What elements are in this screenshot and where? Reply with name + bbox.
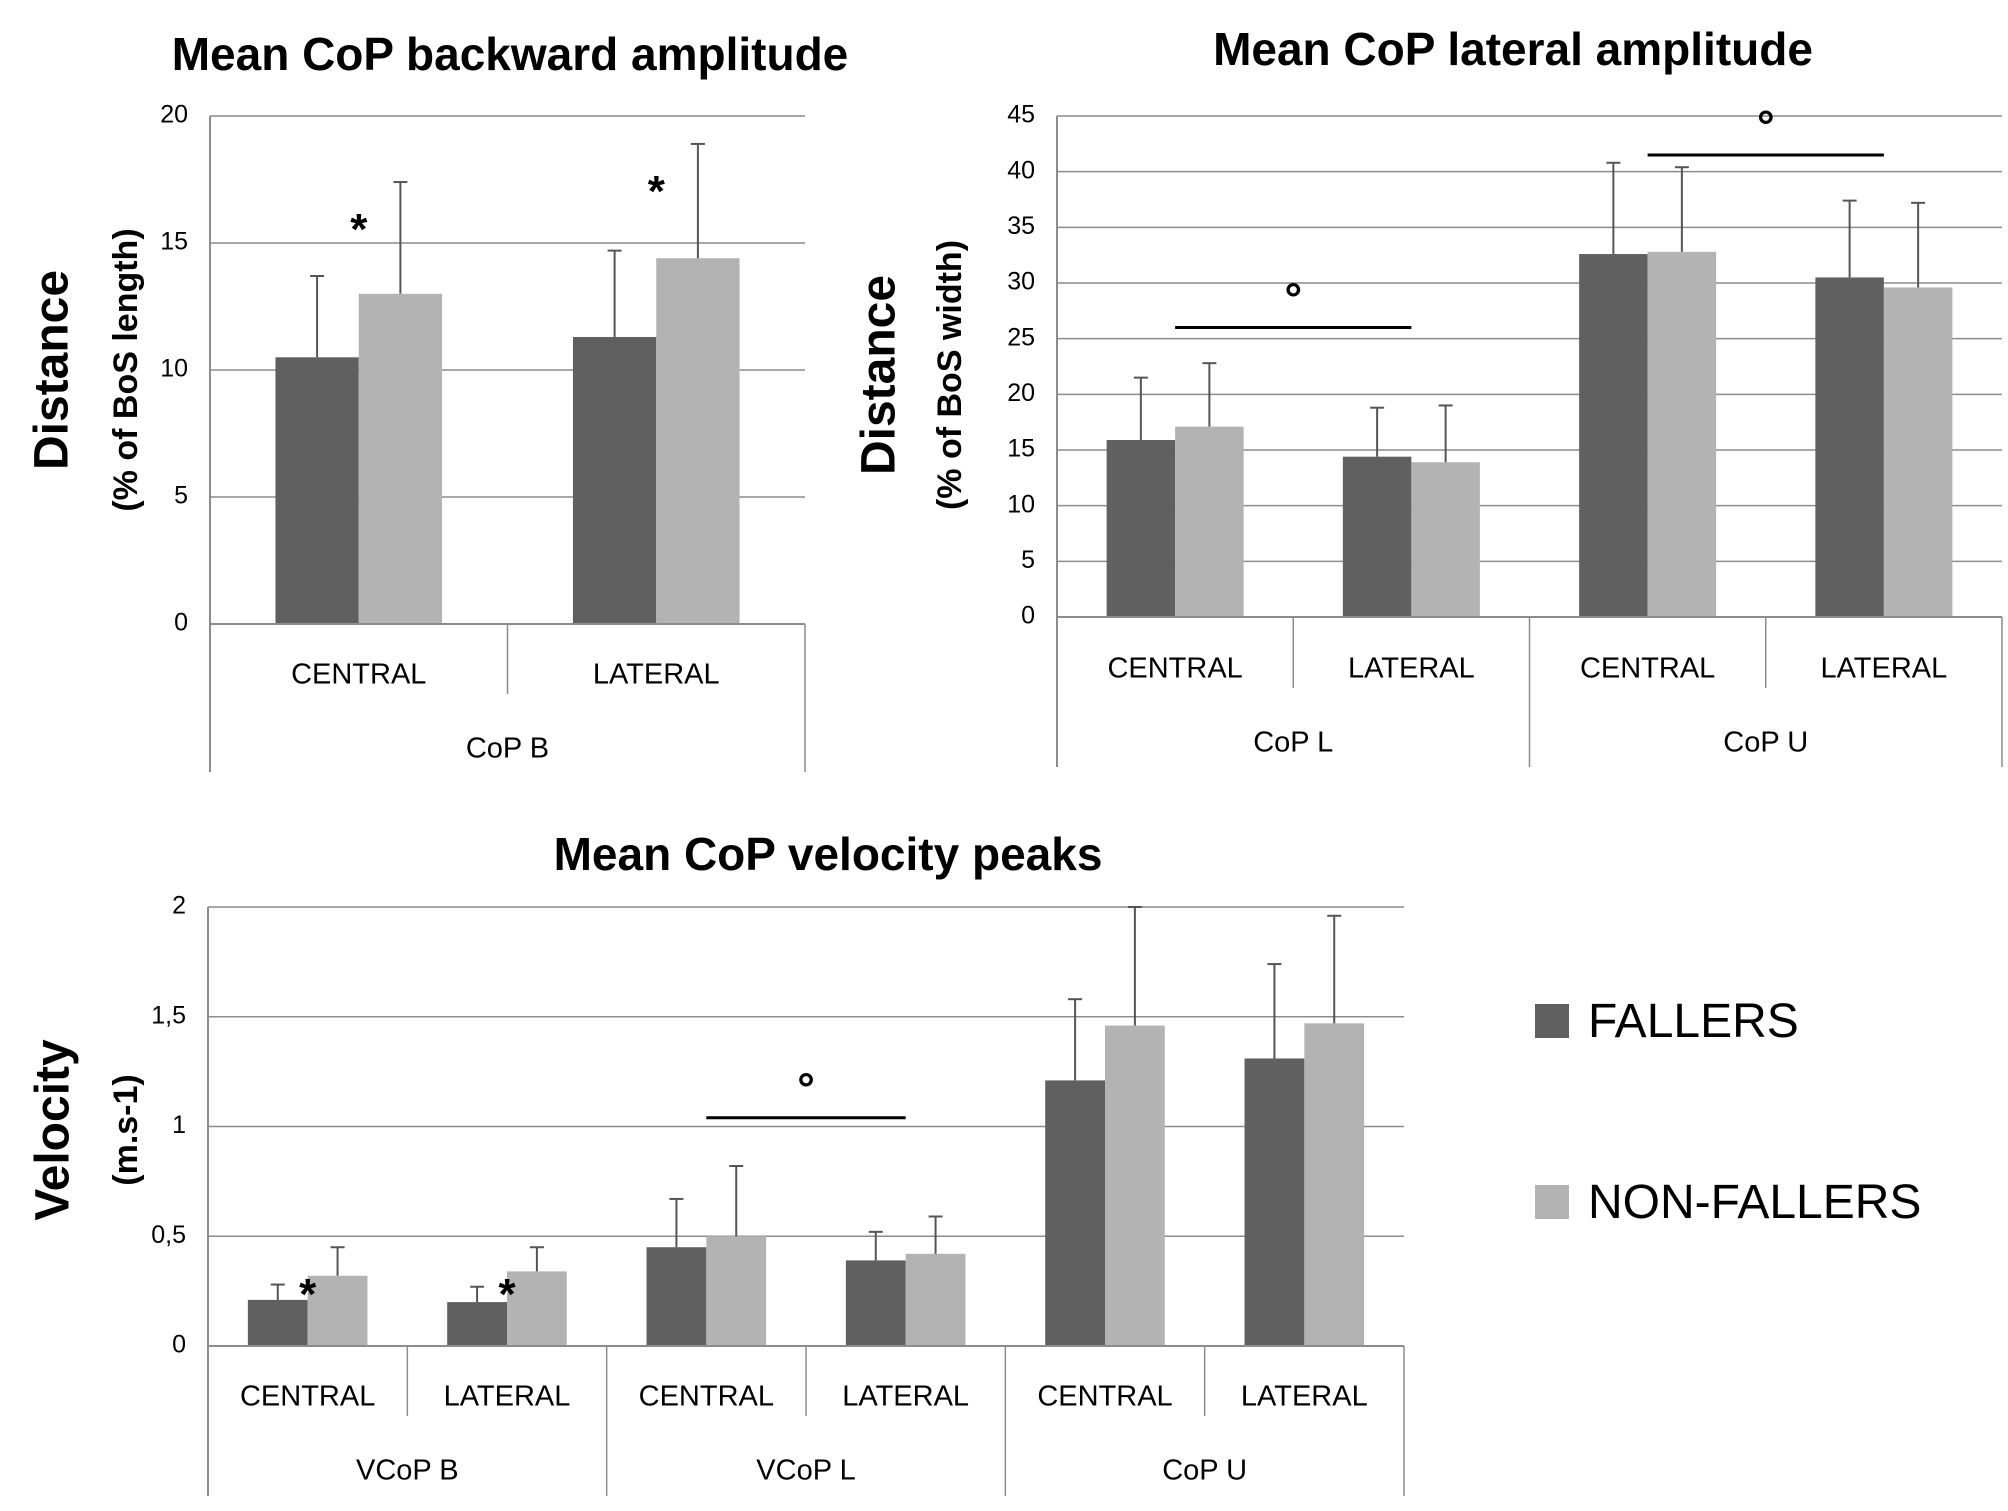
chart-title: Mean CoP backward amplitude bbox=[172, 28, 849, 80]
bar-fallers bbox=[1342, 456, 1412, 617]
chart-title: Mean CoP velocity peaks bbox=[554, 828, 1103, 880]
y-tick-label: 25 bbox=[1007, 323, 1035, 351]
x-category-label: LATERAL bbox=[1348, 653, 1475, 685]
x-category-label: LATERAL bbox=[842, 1381, 969, 1413]
x-category-label: CENTRAL bbox=[1107, 653, 1242, 685]
bar-non-fallers bbox=[507, 1271, 567, 1346]
y-tick-label: 35 bbox=[1007, 212, 1035, 240]
x-category-label: LATERAL bbox=[1241, 1381, 1368, 1413]
significance-asterisk: * bbox=[299, 1270, 317, 1319]
significance-degree: ° bbox=[1757, 102, 1775, 151]
bar-non-fallers bbox=[706, 1236, 767, 1346]
x-category-label: CENTRAL bbox=[240, 1381, 375, 1413]
significance-asterisk: * bbox=[648, 167, 666, 216]
chart-velocity-peaks: Mean CoP velocity peaks Velocity (m.s-1) 0 0… bbox=[27, 828, 1405, 1496]
bar-fallers bbox=[447, 1302, 507, 1346]
y-tick-label: 0,5 bbox=[151, 1221, 186, 1249]
bar-fallers bbox=[247, 1299, 308, 1346]
significance-degree: ° bbox=[1284, 275, 1302, 324]
legend-swatch-fallers bbox=[1535, 1004, 1569, 1038]
bar-fallers bbox=[1815, 277, 1884, 617]
x-category-label: CENTRAL bbox=[1037, 1381, 1172, 1413]
x-group-label: CoP B bbox=[466, 733, 549, 765]
y-tick-label: 1,5 bbox=[151, 1001, 186, 1029]
legend-swatch-non-fallers bbox=[1535, 1185, 1569, 1219]
bar-non-fallers bbox=[1647, 251, 1717, 617]
y-axis-sublabel: (% of BoS length) bbox=[107, 228, 145, 511]
y-tick-label: 5 bbox=[174, 482, 188, 510]
bar-fallers bbox=[1244, 1058, 1305, 1346]
x-group-label: VCoP B bbox=[356, 1455, 459, 1487]
y-tick-label: 20 bbox=[160, 101, 188, 129]
y-axis-sublabel: (m.s-1) bbox=[107, 1074, 145, 1185]
y-axis-sublabel: (% of BoS width) bbox=[931, 240, 969, 510]
bar-non-fallers bbox=[1883, 287, 1953, 617]
bar-non-fallers bbox=[1304, 1023, 1365, 1346]
y-tick-label: 0 bbox=[172, 1331, 186, 1359]
bar-non-fallers bbox=[307, 1275, 368, 1346]
x-group-label: VCoP L bbox=[756, 1455, 855, 1487]
bar-non-fallers bbox=[656, 258, 740, 624]
bar-fallers bbox=[845, 1260, 906, 1346]
y-axis-label: Distance bbox=[853, 275, 906, 475]
y-tick-label: 10 bbox=[160, 355, 188, 383]
bar-non-fallers bbox=[905, 1253, 966, 1346]
y-tick-label: 15 bbox=[1007, 435, 1035, 463]
y-tick-label: 1 bbox=[172, 1111, 186, 1139]
x-category-label: CENTRAL bbox=[1580, 653, 1715, 685]
y-tick-label: 30 bbox=[1007, 268, 1035, 296]
y-tick-label: 0 bbox=[1021, 602, 1035, 630]
x-category-label: LATERAL bbox=[593, 659, 720, 691]
y-tick-label: 5 bbox=[1021, 546, 1035, 574]
x-group-label: CoP L bbox=[1253, 727, 1333, 759]
significance-degree: ° bbox=[797, 1065, 815, 1114]
bar-fallers bbox=[1579, 254, 1648, 617]
significance-asterisk: * bbox=[498, 1270, 516, 1319]
chart-title: Mean CoP lateral amplitude bbox=[1213, 23, 1813, 75]
x-group-label: CoP U bbox=[1162, 1455, 1247, 1487]
x-category-label: LATERAL bbox=[1820, 653, 1947, 685]
y-tick-label: 45 bbox=[1007, 101, 1035, 129]
x-category-label: CENTRAL bbox=[639, 1381, 774, 1413]
bar-non-fallers bbox=[358, 293, 443, 624]
bar-fallers bbox=[1106, 439, 1176, 617]
legend-label-fallers: FALLERS bbox=[1588, 995, 1799, 1048]
x-group-label: CoP U bbox=[1723, 727, 1808, 759]
bar-non-fallers bbox=[1411, 462, 1480, 617]
chart-backward-amplitude: Mean CoP backward amplitude Distance (% of… bbox=[26, 28, 849, 772]
y-tick-label: 2 bbox=[172, 892, 186, 920]
y-tick-label: 15 bbox=[160, 228, 188, 256]
y-tick-label: 0 bbox=[174, 609, 188, 637]
bar-non-fallers bbox=[1105, 1025, 1165, 1346]
y-tick-label: 40 bbox=[1007, 156, 1035, 184]
bar-fallers bbox=[275, 357, 359, 624]
bar-fallers bbox=[646, 1247, 707, 1346]
chart-lateral-amplitude: Mean CoP lateral amplitude Distance (% of … bbox=[853, 23, 2003, 767]
bar-non-fallers bbox=[1175, 426, 1244, 617]
y-axis-label: Velocity bbox=[27, 1039, 80, 1221]
legend-label-non-fallers: NON-FALLERS bbox=[1588, 1176, 1921, 1229]
significance-asterisk: * bbox=[350, 205, 368, 254]
x-category-label: CENTRAL bbox=[291, 659, 426, 691]
bar-fallers bbox=[1045, 1080, 1105, 1346]
y-tick-label: 20 bbox=[1007, 379, 1035, 407]
y-tick-label: 10 bbox=[1007, 490, 1035, 518]
bar-fallers bbox=[572, 336, 657, 624]
y-axis-label: Distance bbox=[26, 270, 79, 470]
x-category-label: LATERAL bbox=[444, 1381, 571, 1413]
legend: FALLERS NON-FALLERS bbox=[1535, 995, 1921, 1229]
